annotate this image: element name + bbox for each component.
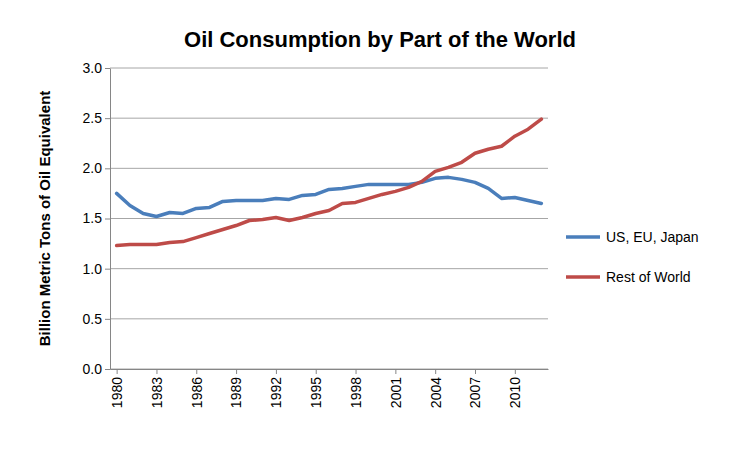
x-tick: 2001 — [388, 369, 404, 408]
y-tick-label: 0.5 — [83, 311, 103, 327]
x-tick-label: 1992 — [268, 377, 284, 408]
y-tick-mark — [105, 168, 110, 169]
plot-area — [117, 119, 542, 245]
x-tick-mark — [156, 369, 157, 374]
y-tick-mark — [105, 118, 110, 119]
grid-line — [110, 218, 548, 219]
x-tick: 1995 — [308, 369, 324, 408]
legend: US, EU, Japan Rest of World — [566, 229, 699, 285]
x-tick: 2007 — [467, 369, 483, 408]
x-tick: 1998 — [348, 369, 364, 408]
x-tick-mark — [395, 369, 396, 374]
y-axis-title: Billion Metric Tons of Oil Equivalent — [36, 91, 53, 347]
x-tick-label: 1998 — [348, 377, 364, 408]
background — [0, 0, 753, 454]
y-tick-label: 1.0 — [83, 261, 103, 277]
grid-line — [110, 168, 548, 169]
legend-label: Rest of World — [606, 269, 691, 285]
x-tick: 1983 — [149, 369, 165, 408]
y-tick-mark — [105, 369, 110, 370]
x-tick-label: 2010 — [507, 377, 523, 408]
chart: 0.0 0.5 1.0 1.5 2.0 2.5 3.0 1980 1983 1986 1989 199… — [0, 0, 753, 454]
x-tick-label: 1989 — [228, 377, 244, 408]
x-tick-label: 1980 — [109, 377, 125, 408]
legend-label: US, EU, Japan — [606, 229, 699, 245]
x-tick-mark — [117, 369, 118, 374]
y-axis-line — [110, 69, 111, 370]
x-tick-mark — [276, 369, 277, 374]
y-tick: 1.5 — [83, 210, 110, 226]
x-tick: 2004 — [428, 369, 444, 408]
grid-line — [110, 118, 548, 119]
grid-line — [110, 318, 548, 319]
x-tick-label: 2007 — [467, 377, 483, 408]
x-tick: 2010 — [507, 369, 523, 408]
x-tick-label: 1995 — [308, 377, 324, 408]
x-tick-label: 2001 — [388, 377, 404, 408]
x-tick-mark — [435, 369, 436, 374]
y-axis: 0.0 0.5 1.0 1.5 2.0 2.5 3.0 — [83, 60, 111, 377]
y-tick-label: 0.0 — [83, 361, 103, 377]
y-tick: 0.0 — [83, 361, 110, 377]
y-tick-label: 2.0 — [83, 160, 103, 176]
x-axis: 1980 1983 1986 1989 1992 1995 1998 2001 2004 2007… — [109, 369, 548, 408]
x-tick-mark — [356, 369, 357, 374]
x-tick: 1986 — [189, 369, 205, 408]
y-tick-mark — [105, 319, 110, 320]
legend-swatch — [566, 235, 600, 239]
x-tick-mark — [196, 369, 197, 374]
grid — [110, 68, 548, 369]
y-tick-label: 3.0 — [83, 60, 103, 76]
x-tick-mark — [236, 369, 237, 374]
x-tick-mark — [515, 369, 516, 374]
y-tick: 0.5 — [83, 311, 110, 327]
series-line — [117, 119, 542, 245]
x-tick-label: 1983 — [149, 377, 165, 408]
x-tick-mark — [316, 369, 317, 374]
grid-line — [110, 369, 548, 370]
y-tick-mark — [105, 269, 110, 270]
x-tick: 1980 — [109, 369, 125, 408]
grid-line — [110, 268, 548, 269]
y-tick: 2.0 — [83, 160, 110, 176]
legend-swatch — [566, 275, 600, 279]
y-tick-label: 1.5 — [83, 210, 103, 226]
x-tick-mark — [475, 369, 476, 374]
grid-line — [110, 68, 548, 69]
title: Oil Consumption by Part of the World — [184, 27, 576, 52]
x-tick-label: 1986 — [189, 377, 205, 408]
y-tick-mark — [105, 219, 110, 220]
y-tick-label: 2.5 — [83, 110, 103, 126]
x-tick-label: 2004 — [428, 377, 444, 408]
x-axis-line — [111, 369, 549, 370]
y-tick-mark — [105, 68, 110, 69]
y-tick: 2.5 — [83, 110, 110, 126]
y-tick: 1.0 — [83, 261, 110, 277]
x-tick: 1989 — [228, 369, 244, 408]
y-tick: 3.0 — [83, 60, 110, 76]
x-tick: 1992 — [268, 369, 284, 408]
